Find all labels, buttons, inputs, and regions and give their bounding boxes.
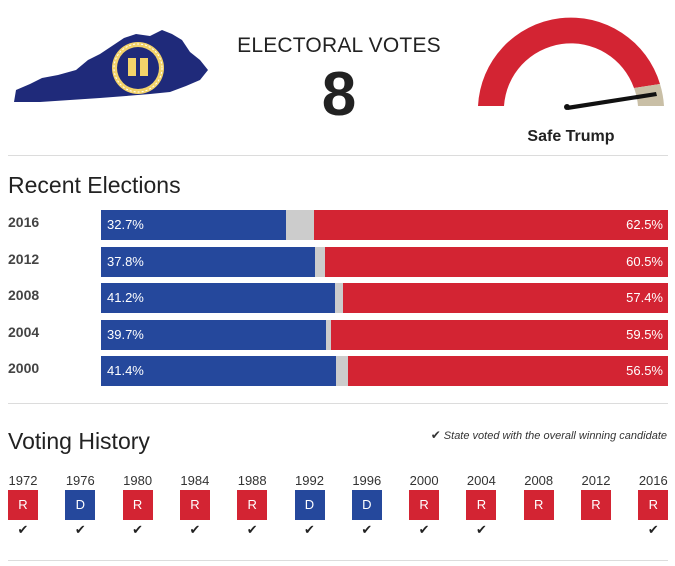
- rating-gauge-icon: [478, 17, 664, 110]
- history-year: 1988: [237, 473, 267, 488]
- party-badge: R: [179, 490, 210, 520]
- dem-share-bar: 37.8%: [101, 246, 316, 277]
- check-icon: ✔: [189, 522, 201, 537]
- election-year: 2008: [8, 287, 40, 303]
- electoral-votes-label: ELECTORAL VOTES: [237, 34, 441, 57]
- history-year: 1984: [180, 473, 210, 488]
- legend-text: State voted with the overall winning can…: [443, 430, 667, 442]
- party-badge: R: [8, 490, 38, 520]
- voting-history-legend: ✔ State voted with the overall winning ca…: [431, 428, 667, 442]
- check-icon: ✔: [246, 522, 258, 537]
- rating-label: Safe Trump: [527, 128, 615, 145]
- history-year: 1976: [65, 473, 95, 488]
- check-icon: ✔: [132, 522, 144, 537]
- check-icon: ✔: [304, 522, 315, 537]
- rep-share-bar: 60.5%: [324, 246, 668, 277]
- check-icon: ✔: [647, 522, 659, 537]
- rep-share-bar: 57.4%: [342, 283, 668, 313]
- rep-share-bar: 59.5%: [330, 319, 668, 350]
- election-row: 2012 37.8% 60.5%: [0, 246, 675, 277]
- dem-share-bar: 39.7%: [101, 319, 327, 350]
- history-year: 2012: [581, 473, 611, 488]
- check-icon: ✔: [361, 522, 373, 537]
- election-year: 2004: [8, 323, 40, 340]
- party-badge: R: [237, 490, 268, 520]
- rep-share-bar: 62.5%: [313, 210, 668, 240]
- check-icon: ✔: [475, 522, 487, 537]
- header: ELECTORAL VOTES 8 Safe Trump: [0, 0, 675, 155]
- election-row: 2016 32.7% 62.5%: [0, 210, 675, 240]
- divider: [8, 403, 668, 404]
- history-year: 1996: [352, 473, 382, 488]
- check-icon: ✔: [418, 522, 430, 537]
- election-year: 2016: [8, 214, 40, 230]
- election-row: 2008 41.2% 57.4%: [0, 283, 675, 313]
- party-badge: R: [466, 490, 497, 520]
- election-year: 2012: [8, 250, 40, 267]
- election-bar: 39.7% 59.5%: [101, 319, 668, 350]
- check-icon: ✔: [430, 428, 441, 442]
- party-badge: D: [351, 490, 382, 520]
- party-badge: R: [122, 490, 153, 520]
- dem-share-bar: 32.7%: [101, 210, 287, 240]
- voting-history-item: 2012 R: [576, 472, 616, 538]
- voting-history-item: 2016 R ✔: [633, 472, 673, 538]
- party-badge: R: [409, 490, 440, 520]
- dem-share-bar: 41.4%: [101, 356, 336, 386]
- election-bar: 41.2% 57.4%: [101, 283, 668, 313]
- history-year: 2008: [524, 473, 554, 488]
- election-year: 2000: [8, 360, 40, 376]
- party-badge: R: [638, 490, 669, 520]
- voting-history-title: Voting History: [8, 428, 150, 454]
- voting-history-item: 1972 R ✔: [3, 472, 43, 538]
- voting-history-item: 1992 D ✔: [290, 472, 330, 538]
- party-badge: D: [65, 490, 96, 520]
- history-year: 2016: [638, 473, 668, 488]
- history-year: 2000: [409, 473, 439, 488]
- election-bar: 37.8% 60.5%: [101, 246, 668, 277]
- history-year: 1980: [123, 473, 153, 488]
- election-bar: 41.4% 56.5%: [101, 356, 668, 386]
- party-badge: D: [294, 490, 325, 520]
- recent-elections-title: Recent Elections: [8, 172, 181, 198]
- voting-history-item: 2004 R ✔: [461, 472, 501, 538]
- rep-share-bar: 56.5%: [347, 356, 668, 386]
- check-icon: ✔: [17, 522, 29, 537]
- electoral-votes-count: 8: [321, 60, 357, 129]
- party-badge: R: [523, 490, 554, 520]
- election-row: 2000 41.4% 56.5%: [0, 356, 675, 386]
- check-icon: ✔: [74, 522, 86, 537]
- divider: [8, 560, 668, 561]
- voting-history-item: 1980 R ✔: [118, 472, 158, 538]
- check-icon: [576, 520, 616, 538]
- history-year: 1992: [295, 473, 324, 488]
- voting-history-item: 1988 R ✔: [232, 472, 272, 538]
- dem-share-bar: 41.2%: [101, 283, 335, 313]
- election-row: 2004 39.7% 59.5%: [0, 319, 675, 350]
- history-year: 1972: [8, 473, 38, 488]
- voting-history-item: 1984 R ✔: [175, 472, 215, 538]
- voting-history-item: 2000 R ✔: [404, 472, 444, 538]
- divider: [8, 155, 668, 156]
- kentucky-map-icon: [14, 30, 208, 102]
- history-year: 2004: [466, 473, 496, 488]
- voting-history-item: 2008 R: [519, 472, 559, 538]
- check-icon: [519, 520, 559, 538]
- election-bar: 32.7% 62.5%: [101, 210, 668, 240]
- voting-history-item: 1976 D ✔: [60, 472, 100, 538]
- party-badge: R: [581, 490, 611, 520]
- voting-history-item: 1996 D ✔: [347, 472, 387, 538]
